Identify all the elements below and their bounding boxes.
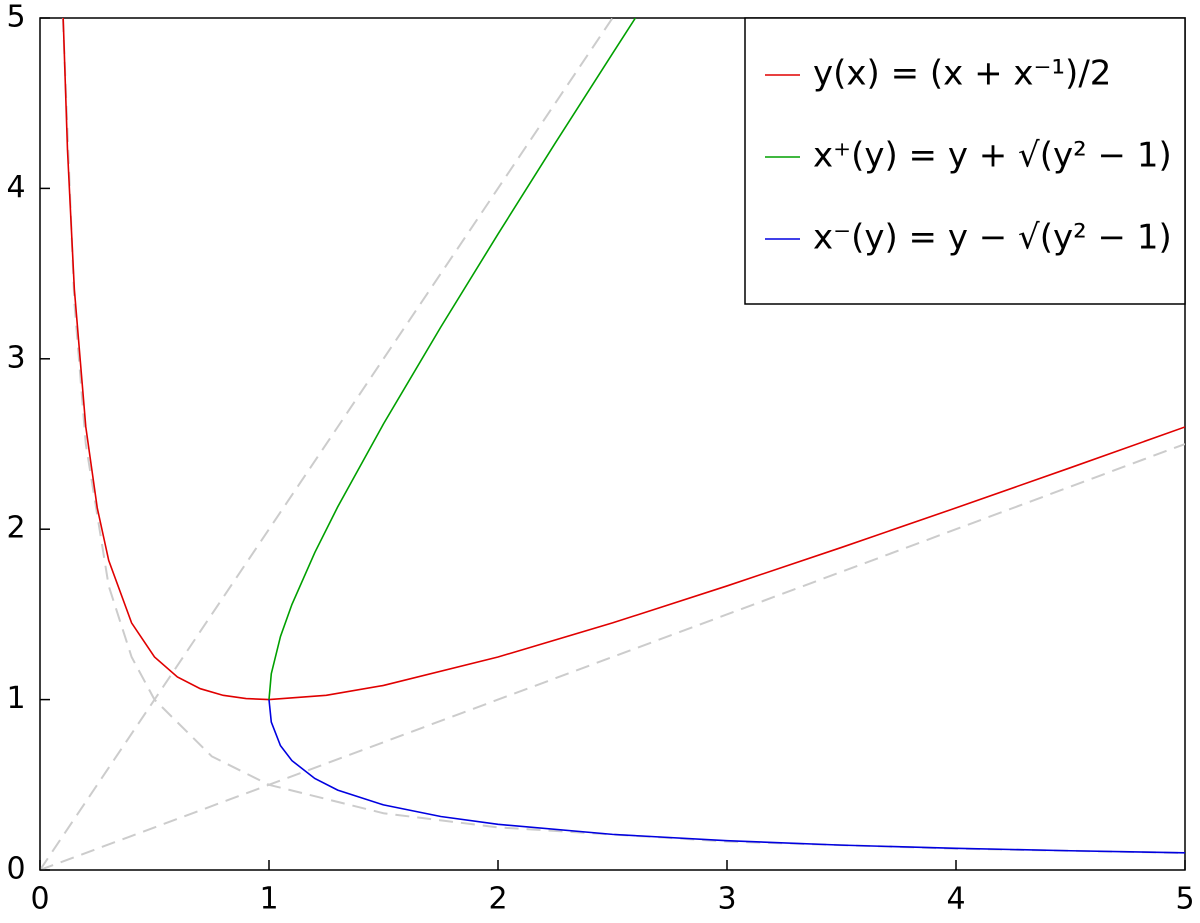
guide-line [40, 18, 614, 870]
y-tick-label: 0 [6, 852, 25, 887]
x-tick-label: 4 [946, 882, 965, 917]
y-tick-label: 3 [6, 340, 25, 375]
series-line [268, 699, 1185, 854]
y-tick-label: 4 [6, 170, 25, 205]
x-tick-label: 5 [1175, 882, 1194, 917]
x-tick-label: 0 [30, 882, 49, 917]
series-line [268, 18, 637, 700]
y-tick-label: 2 [6, 511, 25, 546]
legend-label: y(x) = (x + x⁻¹)/2 [813, 54, 1111, 94]
guide-line [40, 443, 1185, 870]
x-tick-label: 2 [488, 882, 507, 917]
guide-line [61, 18, 1185, 854]
plot-frame [39, 17, 1186, 871]
legend-label: x⁺(y) = y + √(y² − 1) [813, 136, 1172, 176]
legend-box [744, 17, 1186, 305]
x-tick-label: 1 [259, 882, 278, 917]
y-tick-label: 1 [6, 681, 25, 716]
series-line [62, 18, 1185, 701]
legend-label: x⁻(y) = y − √(y² − 1) [813, 218, 1172, 258]
curves [40, 18, 1185, 870]
y-tick-label: 5 [6, 0, 25, 35]
x-tick-label: 3 [717, 882, 736, 917]
